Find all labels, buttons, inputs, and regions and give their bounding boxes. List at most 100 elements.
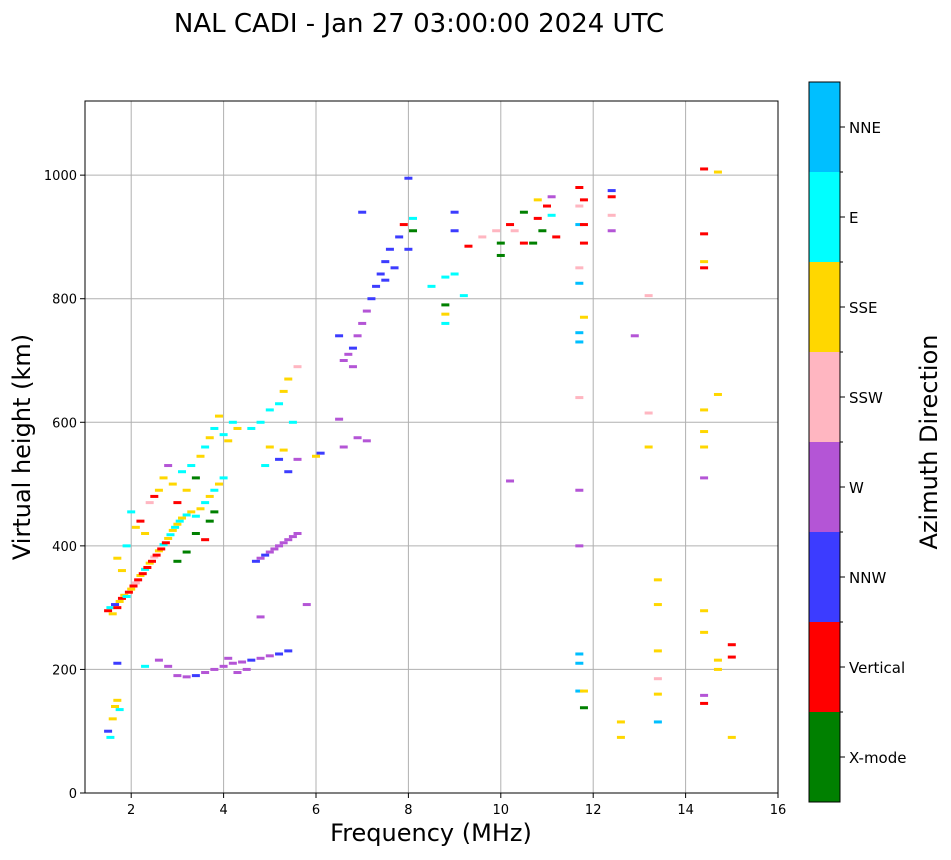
data-point [256, 656, 265, 660]
data-point [533, 198, 542, 202]
data-point [607, 189, 616, 193]
data-point [261, 464, 270, 468]
data-point [138, 572, 147, 576]
data-point [191, 674, 200, 678]
data-point [478, 235, 487, 239]
data-point [154, 488, 163, 492]
data-point [353, 334, 362, 338]
data-point [700, 445, 709, 449]
data-point [644, 294, 653, 298]
data-point [238, 660, 247, 664]
data-point [335, 334, 344, 338]
y-tick-label: 400 [52, 540, 77, 555]
x-tick-label: 4 [219, 803, 227, 818]
colorbar-tick-label: W [849, 479, 864, 497]
x-tick-label: 2 [127, 803, 135, 818]
colorbar-segment [809, 622, 840, 712]
data-point [575, 186, 584, 189]
data-point [284, 470, 293, 474]
colorbar-tick-label: NNE [849, 119, 881, 137]
data-point [104, 609, 113, 613]
data-point [150, 494, 159, 498]
data-point [575, 661, 584, 665]
data-point [552, 235, 561, 239]
data-point [219, 476, 228, 480]
data-point [404, 176, 413, 180]
data-point [127, 587, 136, 591]
colorbar-tick-label: NNW [849, 569, 886, 587]
data-point [210, 667, 219, 671]
data-point [117, 569, 126, 573]
data-point [164, 536, 173, 540]
data-point [106, 606, 115, 610]
data-point [390, 266, 399, 270]
data-point [201, 671, 210, 675]
data-point [653, 720, 662, 724]
data-point [113, 661, 122, 665]
data-point [376, 272, 385, 276]
data-point [242, 667, 251, 671]
data-point [164, 464, 173, 468]
data-point [141, 664, 150, 668]
data-point [113, 698, 122, 702]
data-point [256, 420, 265, 424]
data-point [111, 705, 120, 708]
data-point [173, 501, 182, 505]
data-point [339, 359, 348, 362]
data-point [201, 501, 210, 505]
data-point [644, 445, 653, 449]
data-point [284, 649, 293, 653]
data-point [441, 275, 450, 279]
colorbar-tick-label: X-mode [849, 749, 906, 767]
y-tick-label: 600 [52, 416, 77, 431]
data-point [131, 525, 140, 529]
data-point [233, 671, 242, 675]
data-point [700, 266, 709, 270]
data-point [575, 331, 584, 335]
data-point [579, 198, 588, 202]
data-point [152, 553, 161, 557]
data-point [579, 241, 588, 245]
data-point [265, 408, 274, 412]
data-point [579, 315, 588, 319]
data-point [136, 519, 145, 523]
colorbar-segment [809, 82, 840, 172]
data-point [131, 581, 140, 585]
data-point [727, 735, 736, 739]
data-point [136, 574, 145, 578]
data-point [173, 674, 182, 678]
data-point [727, 643, 736, 647]
data-point [201, 445, 210, 449]
data-point [224, 656, 233, 660]
colorbar-tick-label: Vertical [849, 659, 905, 677]
data-point [450, 229, 459, 233]
data-point [335, 417, 344, 421]
data-point [113, 606, 122, 610]
data-point [210, 510, 219, 514]
data-point [214, 414, 223, 418]
data-point [312, 454, 320, 458]
data-point [275, 544, 284, 548]
data-point [288, 420, 297, 424]
data-point [293, 532, 302, 535]
data-point [182, 675, 191, 679]
x-tick-label: 14 [677, 803, 694, 818]
data-point [713, 658, 722, 662]
x-tick-label: 10 [493, 803, 510, 818]
data-point [506, 479, 515, 483]
colorbar-segment [809, 532, 840, 622]
data-point [653, 603, 662, 607]
data-point [450, 210, 459, 214]
data-point [441, 303, 450, 307]
data-point [579, 689, 588, 693]
data-point [399, 223, 408, 227]
data-point [409, 216, 418, 220]
data-point [201, 538, 210, 542]
data-point [191, 514, 200, 518]
colorbar-segment [809, 352, 840, 442]
data-point [344, 352, 353, 356]
data-point [145, 561, 154, 565]
data-point [265, 445, 274, 449]
data-point [575, 396, 584, 400]
